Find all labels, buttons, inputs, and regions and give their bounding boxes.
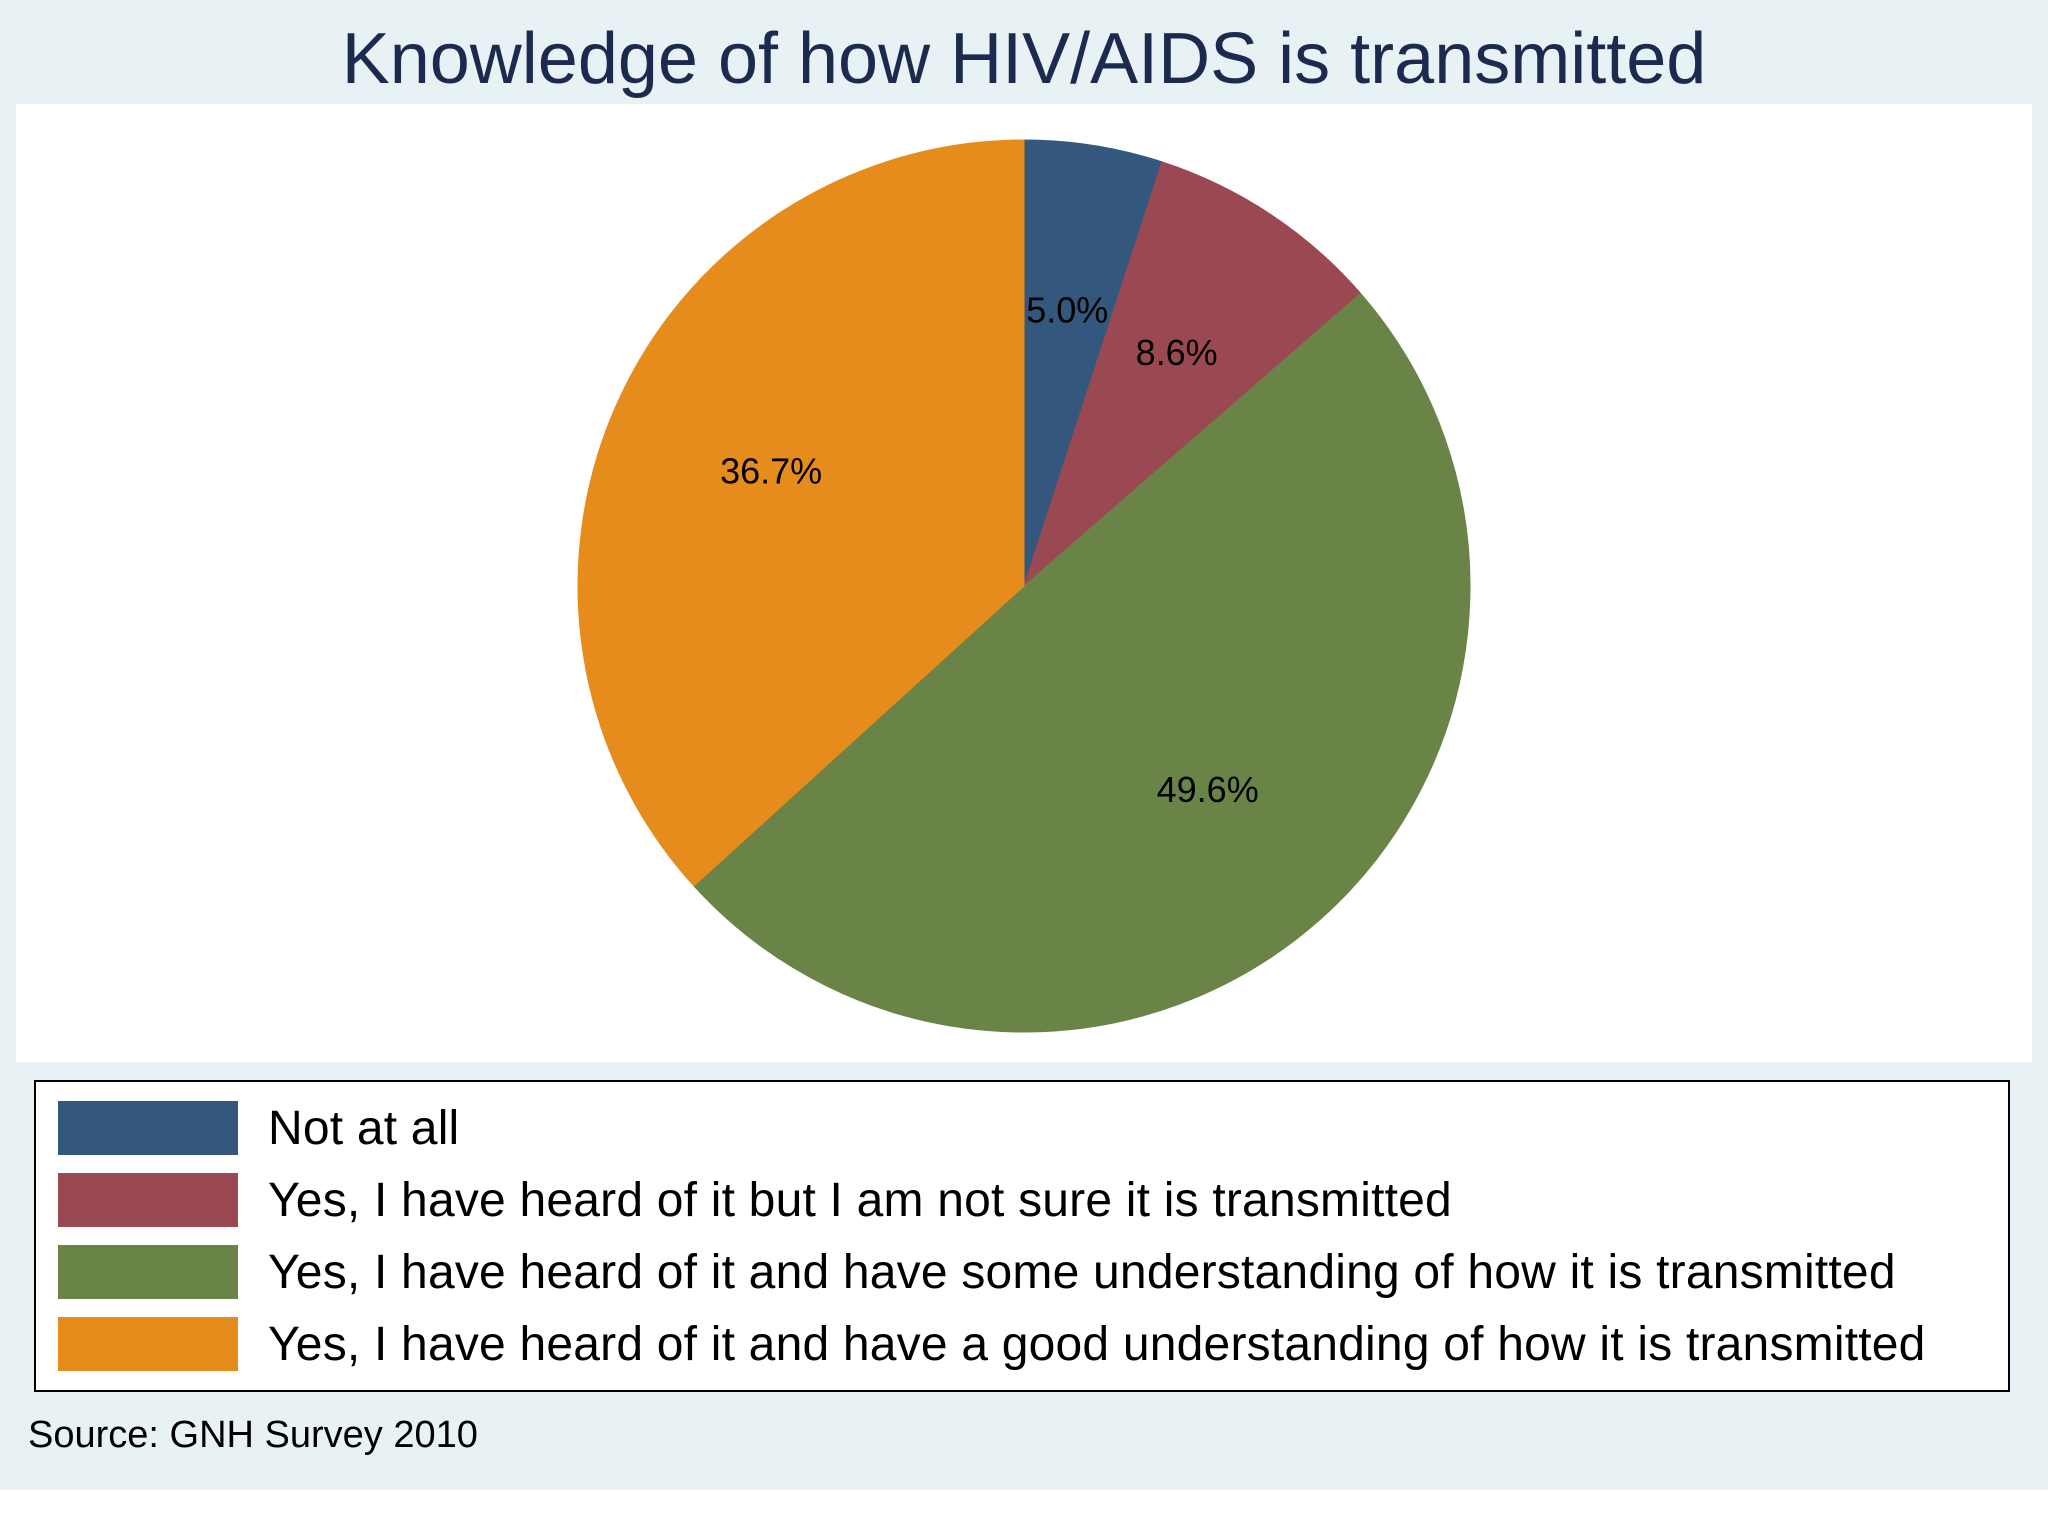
legend-label: Yes, I have heard of it and have a good … — [268, 1317, 1926, 1371]
chart-title: Knowledge of how HIV/AIDS is transmitted — [341, 19, 1707, 99]
slice-value-label-4: 36.7% — [720, 451, 822, 492]
legend-label: Yes, I have heard of it but I am not sur… — [268, 1173, 1452, 1227]
pie-slice-2 — [1022, 161, 1362, 588]
legend-item-1: Not at all — [58, 1098, 459, 1158]
legend-item-3: Yes, I have heard of it and have some un… — [58, 1242, 1896, 1302]
slice-value-label-2: 8.6% — [1136, 332, 1218, 373]
legend-item-2: Yes, I have heard of it but I am not sur… — [58, 1170, 1452, 1230]
legend-swatch — [58, 1245, 238, 1299]
slice-value-label-1: 5.0% — [1026, 289, 1108, 330]
plot-region: 5.0% 8.6% 49.6% 36.7% — [16, 104, 2032, 1062]
chart-figure: Knowledge of how HIV/AIDS is transmitted… — [0, 0, 2048, 1490]
pie-chart: 5.0% 8.6% 49.6% 36.7% — [577, 139, 1471, 1033]
legend: Not at all Yes, I have heard of it but I … — [34, 1080, 2010, 1392]
source-note: Source: GNH Survey 2010 — [28, 1414, 478, 1456]
legend-label: Not at all — [268, 1101, 460, 1155]
legend-label: Yes, I have heard of it and have some un… — [268, 1245, 1896, 1299]
slice-value-label-3: 49.6% — [1157, 769, 1259, 810]
legend-item-4: Yes, I have heard of it and have a good … — [58, 1314, 1926, 1374]
pie-slice-4 — [577, 139, 1025, 887]
legend-swatch — [58, 1317, 238, 1371]
legend-swatch — [58, 1173, 238, 1227]
legend-swatch — [58, 1101, 238, 1155]
pie-slice-3 — [693, 292, 1471, 1033]
